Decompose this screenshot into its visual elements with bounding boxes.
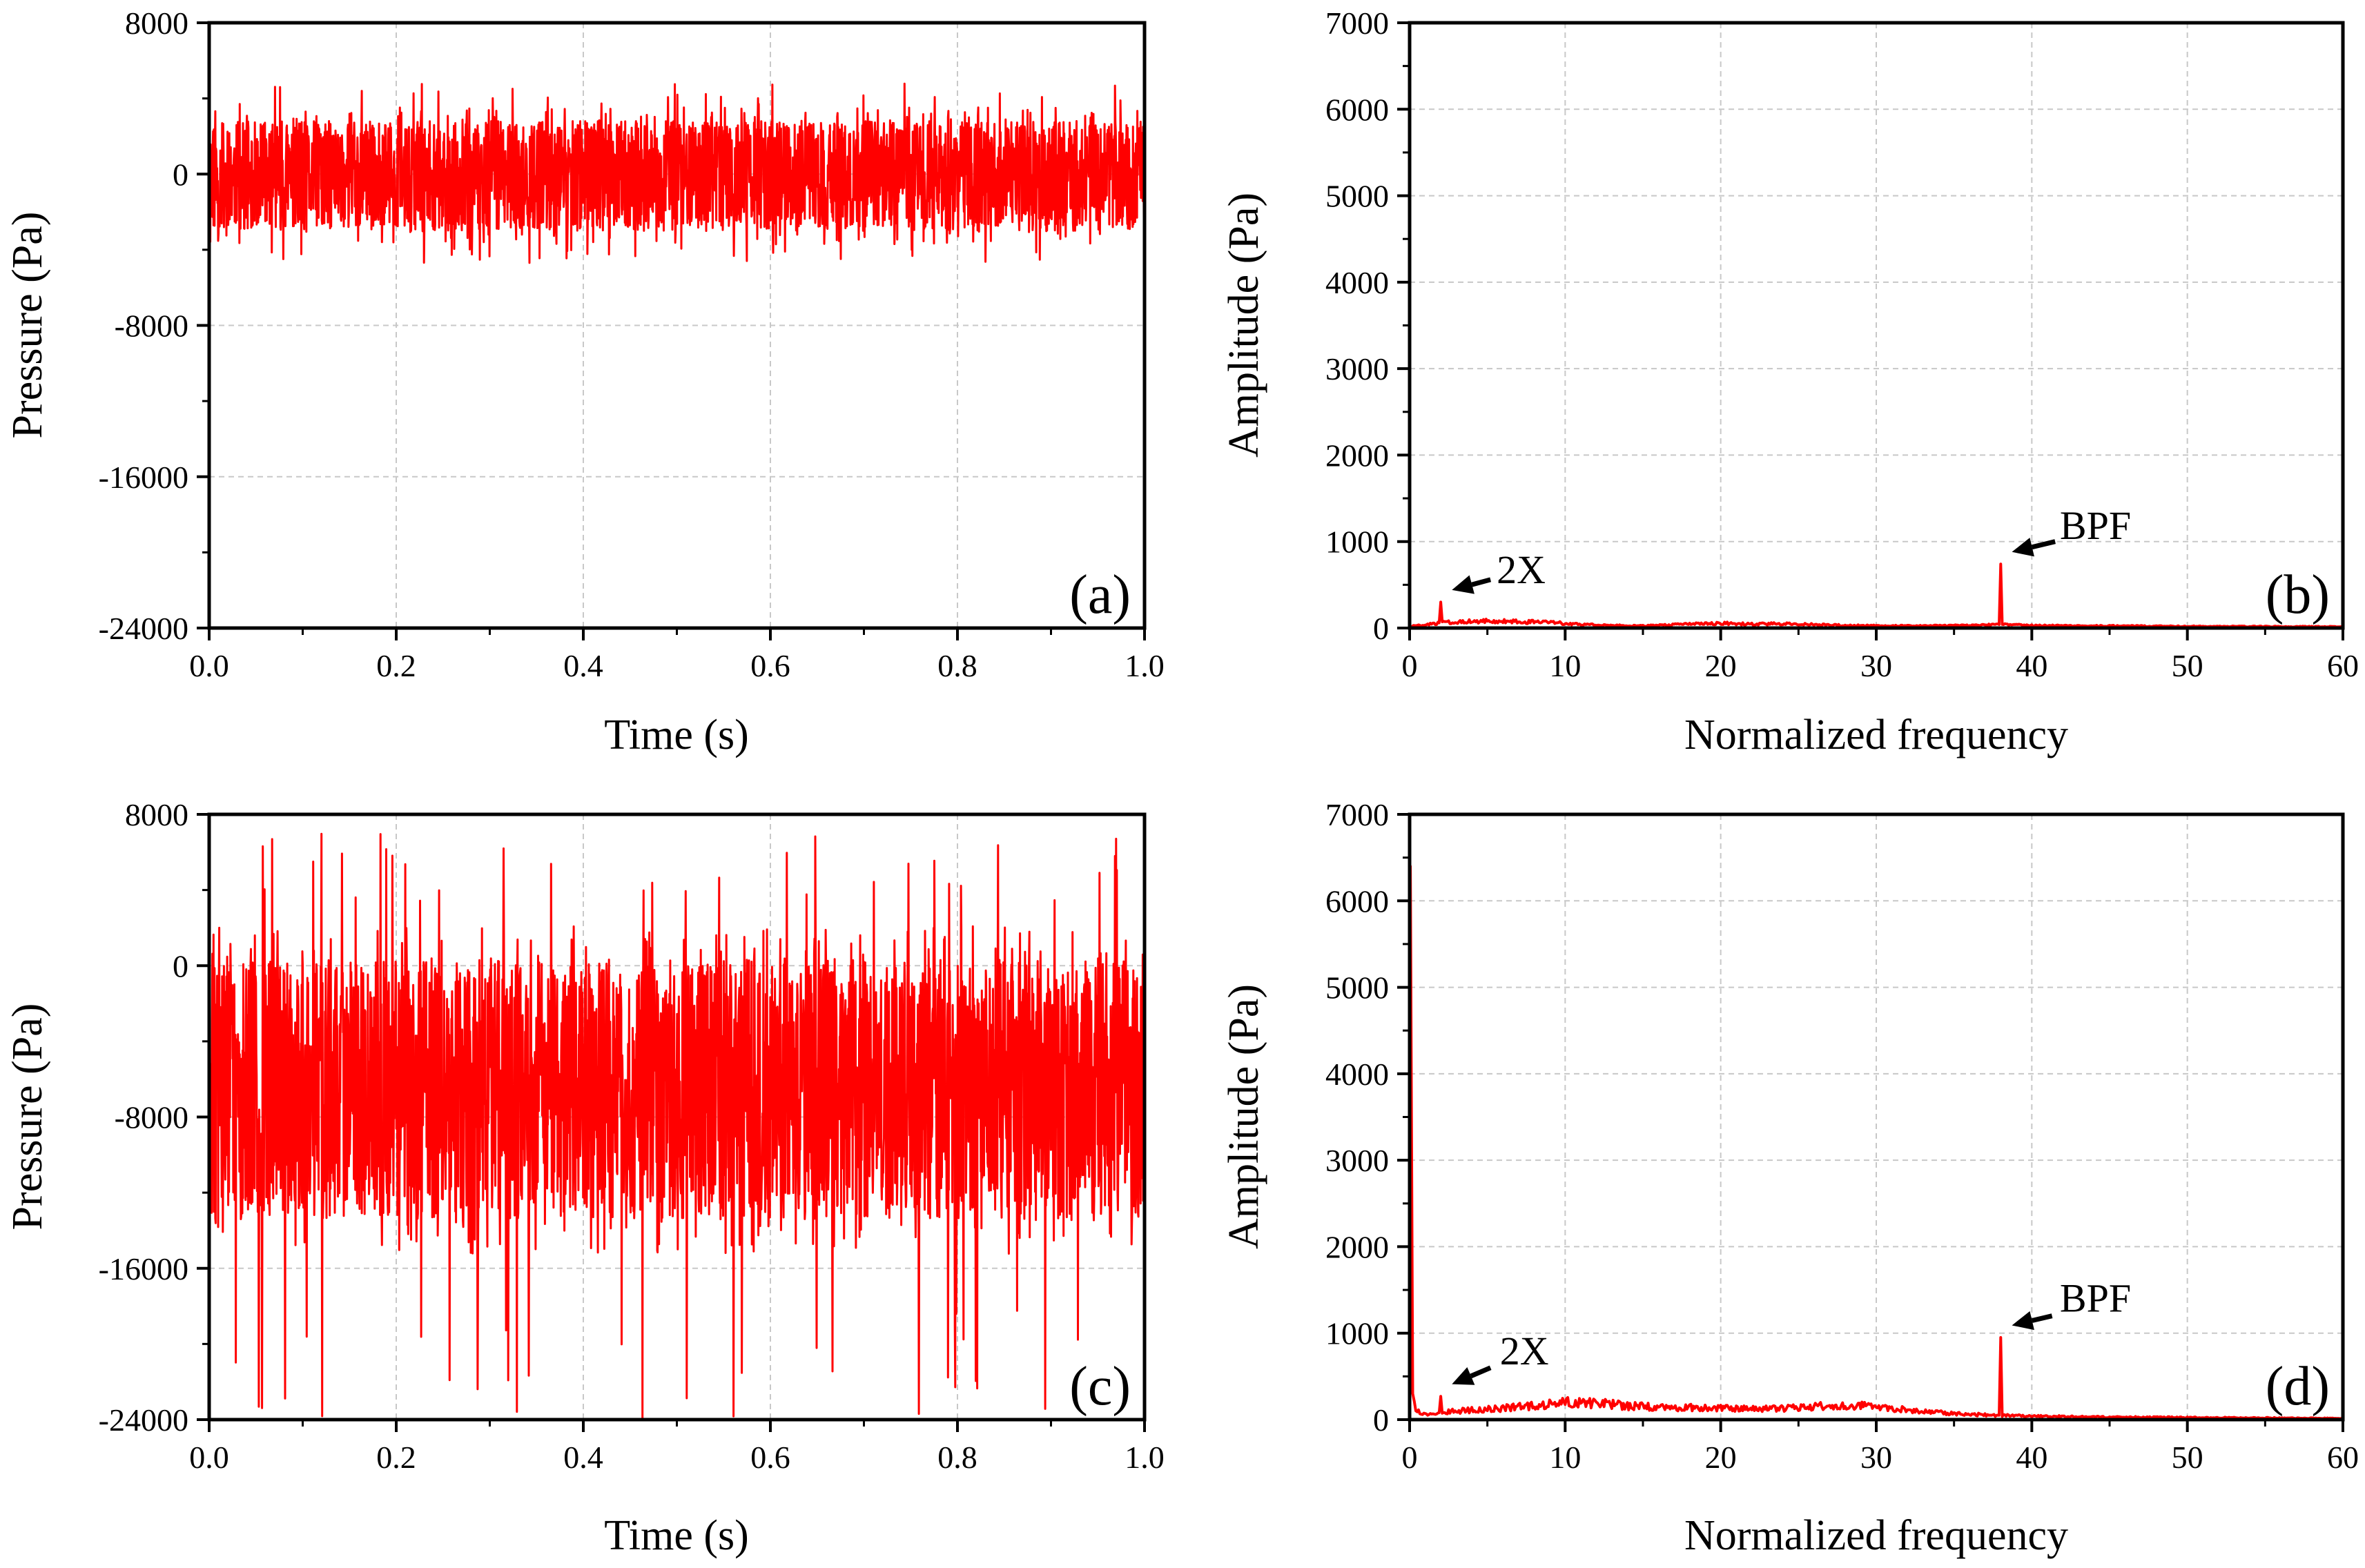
y-tick-label: 7000 — [1325, 6, 1389, 41]
y-axis-title: Amplitude (Pa) — [1220, 984, 1267, 1249]
y-tick-label: -16000 — [99, 460, 188, 495]
y-tick-label: 5000 — [1325, 970, 1389, 1006]
x-tick-label: 20 — [1705, 1440, 1737, 1475]
x-tick-label: 10 — [1549, 1440, 1581, 1475]
y-axis-title: Amplitude (Pa) — [1220, 193, 1267, 458]
annotation-arrow-head — [2012, 538, 2034, 557]
panel-a: 0.0 0.2 0.4 0.6 0.8 1.0 -24000 -16000 -8000 0 8000… — [4, 6, 1165, 758]
y-tick-label: 6000 — [1325, 92, 1389, 127]
x-tick-label: 0.4 — [563, 1440, 603, 1475]
annotation-arrow-head — [2012, 1311, 2034, 1331]
y-tick-label: -24000 — [99, 1402, 188, 1438]
x-tick-label: 0.0 — [189, 648, 229, 683]
series-line — [208, 82, 1146, 264]
x-axis-title: Time (s) — [604, 1512, 749, 1559]
y-tick-label: -8000 — [115, 1100, 188, 1135]
y-axis-title: Pressure (Pa) — [4, 212, 51, 439]
y-tick-label: 4000 — [1325, 265, 1389, 300]
x-tick-label: 0.8 — [937, 1440, 977, 1475]
panel-d: 0 10 20 30 40 50 60 0 1000 2000 3000 4000 5000 6000 70… — [1220, 797, 2359, 1559]
y-tick-label: 1000 — [1325, 1316, 1389, 1351]
x-tick-label: 30 — [1860, 648, 1892, 683]
panel-b: 0 10 20 30 40 50 60 0 1000 2000 3000 4000 5000 6000 70… — [1220, 6, 2359, 758]
y-tick-label: 8000 — [125, 6, 188, 41]
x-tick-label: 60 — [2327, 1440, 2359, 1475]
x-tick-label: 60 — [2327, 648, 2359, 683]
y-tick-label: 8000 — [125, 797, 188, 832]
x-tick-label: 40 — [2016, 648, 2047, 683]
panel-label: (a) — [1069, 565, 1131, 625]
y-tick-label: 1000 — [1325, 525, 1389, 560]
y-tick-label: 3000 — [1325, 351, 1389, 386]
x-tick-label: 0.2 — [376, 648, 416, 683]
annotation-label: 2X — [1497, 547, 1546, 592]
annotation-arrow-line — [2031, 539, 2056, 550]
x-tick-label: 0 — [1402, 1440, 1418, 1475]
x-axis-title: Normalized frequency — [1684, 712, 2068, 758]
x-tick-label: 50 — [2172, 1440, 2203, 1475]
y-tick-label: -16000 — [99, 1251, 188, 1286]
annotation-label: BPF — [2060, 503, 2131, 548]
annotation-arrow-line — [1470, 1365, 1492, 1379]
annotation-arrow-head — [1452, 1366, 1475, 1385]
y-tick-label: 2000 — [1325, 1229, 1389, 1264]
panel-c: 0.0 0.2 0.4 0.6 0.8 1.0 -24000 -16000 -8000 0 8000… — [4, 797, 1165, 1559]
y-tick-label: 3000 — [1325, 1143, 1389, 1178]
series-line — [1408, 865, 2344, 1420]
x-tick-label: 1.0 — [1125, 1440, 1165, 1475]
series-line — [208, 832, 1146, 1420]
x-tick-label: 0.4 — [563, 648, 603, 683]
y-tick-label: 2000 — [1325, 438, 1389, 473]
x-axis-title: Normalized frequency — [1684, 1512, 2068, 1559]
y-tick-label: 4000 — [1325, 1057, 1389, 1092]
x-tick-label: 20 — [1705, 648, 1737, 683]
y-tick-label: -24000 — [99, 611, 188, 646]
y-axis-title: Pressure (Pa) — [4, 1003, 51, 1231]
x-axis-title: Time (s) — [604, 712, 749, 758]
y-tick-label: 0 — [173, 157, 188, 192]
x-tick-label: 0.0 — [189, 1440, 229, 1475]
x-tick-label: 0.8 — [937, 648, 977, 683]
y-tick-label: 7000 — [1325, 797, 1389, 832]
panel-label: (b) — [2266, 565, 2330, 625]
annotation-label: BPF — [2060, 1275, 2131, 1320]
annotation-label: 2X — [1500, 1329, 1549, 1373]
annotation-arrow-line — [1471, 577, 1492, 587]
x-tick-label: 0.6 — [750, 1440, 790, 1475]
y-tick-label: 5000 — [1325, 179, 1389, 214]
panel-label: (c) — [1069, 1356, 1131, 1417]
x-tick-label: 0 — [1402, 648, 1418, 683]
y-tick-label: -8000 — [115, 308, 188, 344]
annotation-arrow-line — [2031, 1313, 2053, 1323]
y-tick-label: 6000 — [1325, 883, 1389, 919]
y-tick-label: 0 — [1373, 611, 1389, 646]
x-tick-label: 50 — [2172, 648, 2203, 683]
panel-label: (d) — [2266, 1356, 2330, 1417]
y-tick-label: 0 — [1373, 1402, 1389, 1438]
x-tick-label: 10 — [1549, 648, 1581, 683]
annotation-arrow-head — [1452, 575, 1475, 594]
x-tick-label: 30 — [1860, 1440, 1892, 1475]
x-tick-label: 0.2 — [376, 1440, 416, 1475]
x-tick-label: 0.6 — [750, 648, 790, 683]
x-tick-label: 1.0 — [1125, 648, 1165, 683]
x-tick-label: 40 — [2016, 1440, 2047, 1475]
y-tick-label: 0 — [173, 948, 188, 983]
